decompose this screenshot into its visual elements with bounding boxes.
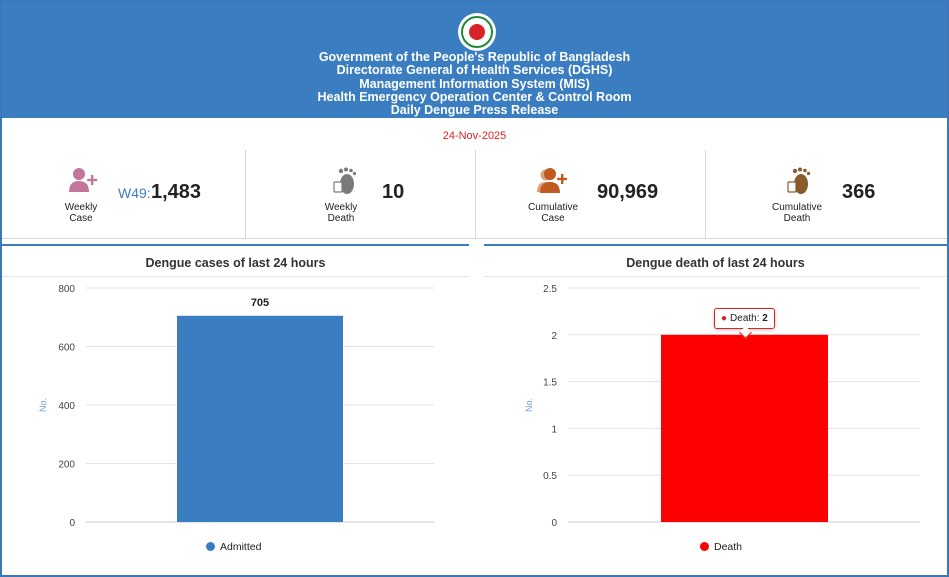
legend-label-death: Death (714, 541, 743, 553)
y-tick-label: 400 (58, 401, 75, 412)
y-tick-label: 800 (58, 284, 75, 295)
users-plus-icon (537, 168, 567, 193)
tooltip-label: Death: (730, 313, 760, 324)
stat-cumulative-case: Cumulative Case 90,969 (475, 150, 705, 238)
legend-dot-icon (700, 542, 709, 551)
header-title-block: Government of the People's Republic of B… (2, 50, 947, 118)
y-axis-title: No. (38, 398, 48, 412)
stats-row: Weekly Case W49: 1,483 Weekly Death 10 (2, 150, 947, 238)
bangladesh-govt-emblem-icon (458, 13, 496, 51)
tooltip-value: 2 (762, 313, 768, 324)
deaths-chart: 0 0.5 1 1.5 2 2.5 No. (524, 284, 920, 529)
cases-chart: 0 200 400 600 800 No. 705 (38, 284, 434, 529)
header-line-release: Daily Dengue Press Release (390, 103, 559, 118)
cases-chart-title: Dengue cases of last 24 hours (145, 256, 326, 270)
user-plus-icon (69, 168, 98, 192)
header-line-government: Government of the People's Republic of B… (318, 50, 631, 64)
tooltip-dot-icon: ● (721, 313, 728, 324)
bar-death[interactable] (661, 334, 828, 522)
y-tick-label: 0 (551, 518, 557, 529)
header-line-dghs: Directorate General of Health Services (… (336, 63, 613, 78)
stat-cumulative-case-value: 90,969 (597, 181, 659, 203)
y-tick-label: 200 (58, 460, 75, 471)
y-tick-label: 0 (69, 518, 75, 529)
stat-cumulative-death: Cumulative Death 366 (705, 150, 947, 238)
y-tick-label: 2 (551, 331, 557, 342)
deaths-chart-legend-item[interactable]: Death (700, 541, 742, 553)
stats-divider (2, 238, 947, 239)
footprint-tag-icon (787, 167, 811, 194)
y-tick-label: 2.5 (543, 284, 557, 295)
y-tick-label: 1 (551, 424, 557, 435)
stat-weekly-death-label: Weekly Death (324, 202, 358, 224)
deaths-chart-title: Dengue death of last 24 hours (626, 256, 805, 270)
stat-cumulative-death-label: Cumulative Death (771, 202, 823, 224)
y-tick-label: 1.5 (543, 378, 557, 389)
y-axis-title: No. (524, 398, 534, 412)
bar-data-label: 705 (251, 297, 269, 309)
cases-chart-legend-item[interactable]: Admitted (206, 541, 261, 553)
report-date: 24-Nov-2025 (442, 130, 507, 142)
header-banner: Government of the People's Republic of B… (2, 2, 947, 118)
stat-weekly-case-value: 1,483 (151, 181, 202, 203)
stat-weekly-case-label: Weekly Case (64, 202, 98, 224)
stat-weekly-case: Weekly Case W49: 1,483 (2, 150, 244, 238)
stat-weekly-death: Weekly Death 10 (245, 150, 475, 238)
y-tick-label: 600 (58, 343, 75, 354)
deaths-chart-panel: Dengue death of last 24 hours 0 0.5 1 1.5 2 2… (484, 244, 947, 569)
stat-cumulative-case-label: Cumulative Case (527, 202, 579, 224)
stat-weekly-case-prefix: W49: (118, 185, 151, 201)
cases-chart-panel: Dengue cases of last 24 hours 0 200 400 600… (2, 244, 469, 569)
header-line-mis: Management Information System (MIS) (359, 76, 590, 91)
footprint-tag-icon (333, 167, 357, 194)
header-line-heoc: Health Emergency Operation Center & Cont… (317, 89, 632, 104)
y-tick-label: 0.5 (543, 471, 557, 482)
stat-cumulative-death-value: 366 (842, 181, 876, 203)
bar-admitted[interactable] (177, 315, 343, 522)
legend-dot-icon (206, 542, 215, 551)
stat-weekly-death-value: 10 (382, 181, 405, 203)
legend-label-admitted: Admitted (220, 541, 262, 553)
